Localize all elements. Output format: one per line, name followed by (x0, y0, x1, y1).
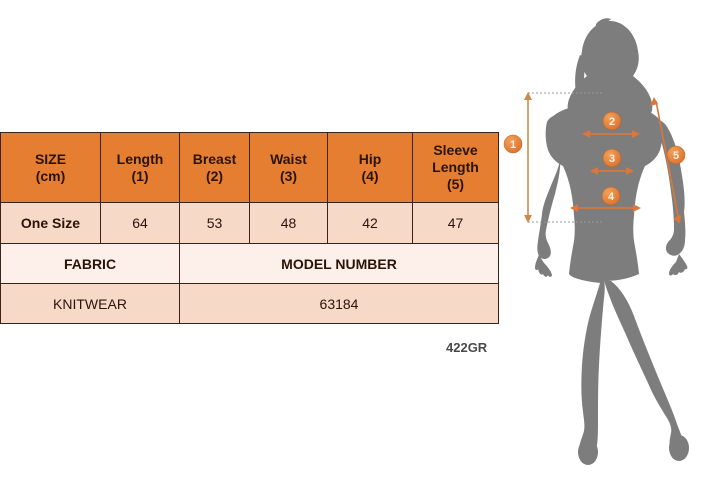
svg-text:3: 3 (609, 153, 615, 165)
svg-text:4: 4 (608, 191, 615, 203)
svg-text:2: 2 (609, 116, 615, 128)
svg-text:5: 5 (673, 150, 679, 162)
svg-text:1: 1 (510, 139, 516, 151)
